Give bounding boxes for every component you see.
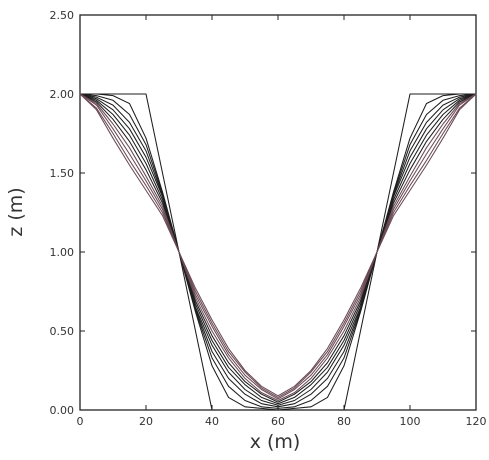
profile-line-9 — [79, 93, 477, 398]
profile-line-0 — [80, 93, 476, 411]
y-tick-label: 0.00 — [50, 404, 75, 417]
profile-line-5 — [79, 93, 477, 405]
profile-line-1 — [80, 93, 476, 411]
x-tick-label: 120 — [466, 415, 487, 428]
y-tick-label: 1.00 — [50, 246, 75, 259]
x-tick-label: 0 — [77, 415, 84, 428]
profile-line-6 — [79, 93, 477, 403]
plot-frame — [79, 14, 477, 411]
y-tick-label: 1.50 — [50, 167, 75, 180]
profile-line-10 — [79, 93, 477, 397]
axis-ticks: 0 20 40 60 80 100 120 0.00 0.50 1.00 1.50 2.00 2.50 — [50, 9, 487, 428]
x-tick-label: 80 — [337, 415, 351, 428]
x-tick-label: 20 — [139, 415, 153, 428]
x-tick-label: 100 — [400, 415, 421, 428]
y-tick-label: 0.50 — [50, 325, 75, 338]
series-group — [79, 93, 477, 411]
y-tick-label: 2.50 — [50, 9, 75, 22]
profile-line-4 — [79, 93, 477, 406]
x-tick-label: 40 — [205, 415, 219, 428]
profile-line-3 — [79, 93, 477, 408]
y-tick-label: 2.00 — [50, 88, 75, 101]
profile-line-2 — [79, 93, 477, 409]
profile-line-8 — [79, 93, 477, 400]
x-tick-label: 60 — [271, 415, 285, 428]
y-axis-label: z (m) — [5, 187, 27, 236]
profile-line-7 — [79, 93, 477, 402]
x-axis-label: x (m) — [250, 431, 301, 453]
